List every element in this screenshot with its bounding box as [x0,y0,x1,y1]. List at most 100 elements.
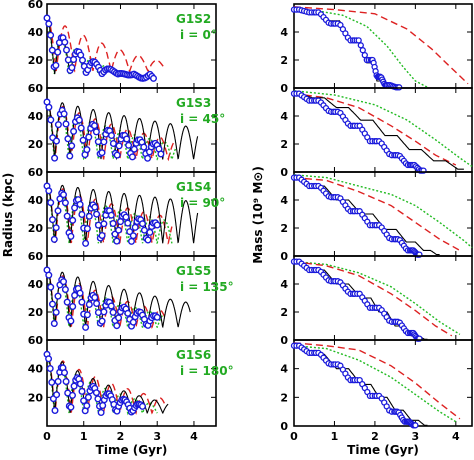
radius-point-blue [98,317,106,325]
mass-point-blue [357,42,364,49]
panel-inclination-label: i = 180° [180,364,234,378]
radius-ytick-label: 60 [28,166,44,179]
radius-point-blue [93,300,101,308]
radius-point-blue [61,286,69,294]
radius-point-blue [90,122,98,130]
radius-point-blue [64,135,72,143]
mass-series-red [293,176,461,252]
mass-series-red [293,6,469,85]
radius-panel-frame-4 [46,339,217,427]
radius-point-blue [91,203,99,211]
radius-point-blue [128,153,136,161]
radius-ytick-label: 40 [28,26,44,39]
radius-point-blue [79,136,87,144]
mass-ytick-label: 4 [280,26,288,39]
mass-point-blue [412,422,419,429]
mass-series-green [293,260,461,335]
radius-point-blue [83,402,91,410]
radius-point-blue [113,237,121,245]
radius-point-blue [52,308,60,316]
radius-point-blue [76,200,84,208]
radius-series-black [46,351,169,415]
radius-point-blue [83,225,91,233]
radius-point-blue [70,382,78,390]
radius-point-blue [138,402,146,410]
radius-point-blue [115,314,123,322]
radius-point-blue [60,191,68,199]
radius-point-blue [92,128,100,136]
radius-point-blue [67,317,75,325]
radius-point-blue [129,232,137,240]
radius-point-blue [51,407,59,415]
radius-point-blue [115,226,123,234]
mass-xaxis-label: Time (Gyr) [347,443,419,457]
radius-ytick-label: 40 [28,110,44,123]
radius-point-blue [62,378,70,386]
radius-point-blue [43,14,51,22]
radius-point-blue [78,387,86,395]
mass-ytick-label: 2 [280,306,288,319]
radius-ytick-label: 20 [28,391,44,404]
mass-series-black [294,93,464,170]
radius-series-red [46,98,176,162]
radius-point-blue [130,145,138,153]
radius-point-blue [45,271,53,279]
radius-point-blue [122,213,130,221]
panel-name-label: G1S6 [176,348,211,362]
radius-point-blue [97,409,105,417]
radius-point-blue [85,301,93,309]
radius-point-blue [68,142,76,150]
radius-point-blue [60,278,68,286]
radius-point-blue [109,139,117,147]
radius-point-blue [138,220,146,228]
radius-point-blue [62,120,70,128]
mass-xtick-label: 4 [452,430,460,443]
radius-point-blue [70,127,78,135]
radius-series-black [46,98,199,161]
radius-point-blue [115,142,123,150]
radius-point-blue [100,220,108,228]
radius-point-blue [140,143,148,151]
radius-point-blue [45,20,53,28]
radius-point-blue [52,224,60,232]
radius-point-blue [76,289,84,297]
radius-point-blue [53,391,61,399]
radius-xaxis-label: Time (Gyr) [96,443,168,457]
radius-point-blue [61,38,69,46]
radius-point-blue [54,121,62,129]
radius-ytick-label: 60 [28,0,44,11]
mass-xtick-label: 0 [290,430,298,443]
mass-ytick-label: 0 [280,334,288,347]
radius-point-blue [107,131,115,139]
radius-point-blue [92,389,100,397]
radius-point-blue [68,391,76,399]
panel-inclination-label: i = 0° [180,28,217,42]
radius-point-blue [54,292,62,300]
radius-point-blue [75,116,83,124]
radius-ytick-label: 40 [28,363,44,376]
radius-point-blue [123,135,131,143]
mass-series-red [293,92,457,166]
radius-point-blue [124,309,132,317]
mass-ytick-label: 2 [280,138,288,151]
radius-point-blue [45,355,53,363]
radius-point-blue [85,133,93,141]
radius-point-blue [53,137,61,145]
panel-name-label: G1S4 [176,180,211,194]
radius-point-blue [50,235,58,243]
radius-point-blue [109,308,117,316]
panel-inclination-label: i = 90° [180,196,225,210]
radius-point-blue [63,212,71,220]
radius-point-blue [67,232,75,240]
radius-point-blue [69,216,77,224]
mass-xtick-label: 1 [331,430,339,443]
panel-name-label: G1S2 [176,12,211,26]
radius-point-blue [71,291,79,299]
panel-inclination-label: i = 45° [180,112,225,126]
radius-point-blue [60,110,68,118]
radius-point-blue [99,402,107,410]
mass-series-black [294,261,428,340]
mass-ytick-label: 4 [280,110,288,123]
radius-point-blue [131,223,139,231]
